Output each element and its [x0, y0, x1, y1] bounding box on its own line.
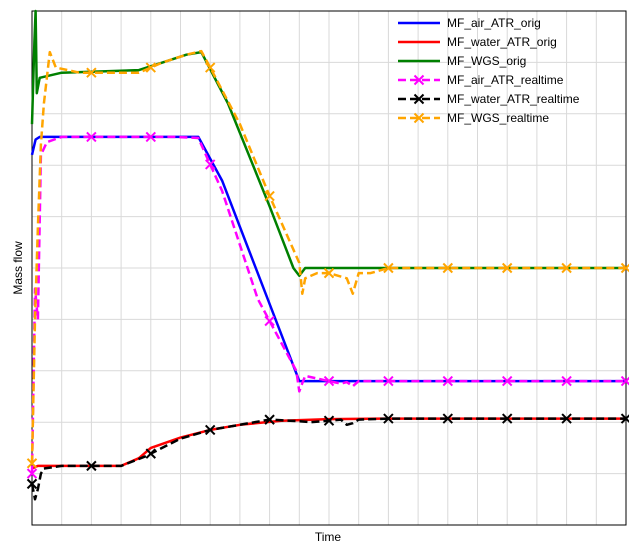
- series-marker-mf-water-atr-realtime: [383, 413, 394, 424]
- series-marker-mf-air-atr-realtime: [442, 375, 454, 387]
- series-marker-mf-wgs-realtime: [26, 458, 38, 469]
- legend-label-mf-air-atr-orig: MF_air_ATR_orig: [447, 16, 541, 30]
- series-marker-mf-water-atr-realtime: [145, 448, 157, 459]
- series-marker-mf-water-atr-realtime: [323, 415, 335, 426]
- legend-label-mf-water-atr-orig: MF_water_ATR_orig: [447, 35, 557, 49]
- series-marker-mf-wgs-realtime: [145, 62, 157, 73]
- series-line-mf-air-atr-realtime: [30, 135, 626, 474]
- series-line-mf-wgs-realtime: [30, 49, 626, 464]
- y-axis-label: Mass flow: [11, 241, 25, 295]
- series-marker-mf-water-atr-realtime: [26, 478, 38, 490]
- series-marker-mf-water-atr-realtime: [561, 413, 572, 424]
- series-marker-mf-wgs-realtime: [620, 262, 629, 274]
- x-axis-label: Time: [315, 530, 342, 544]
- series-marker-mf-air-atr-realtime: [383, 375, 394, 387]
- legend-marker-mf-air-atr-realtime: [413, 74, 425, 86]
- series-marker-mf-wgs-realtime: [383, 262, 394, 274]
- series-marker-mf-water-atr-realtime: [620, 413, 629, 424]
- legend-label-mf-wgs-realtime: MF_WGS_realtime: [447, 111, 549, 125]
- series-marker-mf-air-atr-realtime: [561, 375, 572, 387]
- legend-label-mf-air-atr-realtime: MF_air_ATR_realtime: [447, 73, 564, 87]
- series-marker-mf-water-atr-realtime: [442, 413, 454, 424]
- series-marker-mf-water-atr-realtime: [204, 424, 216, 436]
- series-marker-mf-air-atr-realtime: [501, 375, 513, 387]
- series-marker-mf-wgs-realtime: [501, 262, 513, 274]
- series-marker-mf-air-atr-realtime: [620, 375, 629, 387]
- series-marker-mf-water-atr-realtime: [501, 413, 513, 424]
- legend-label-mf-wgs-orig: MF_WGS_orig: [447, 54, 526, 68]
- legend-label-mf-water-atr-realtime: MF_water_ATR_realtime: [447, 92, 580, 106]
- series-marker-mf-water-atr-realtime: [86, 460, 97, 472]
- series-marker-mf-wgs-realtime: [86, 67, 97, 78]
- series-marker-mf-air-atr-realtime: [26, 468, 38, 479]
- series-marker-mf-air-atr-realtime: [264, 315, 275, 327]
- series-marker-mf-water-atr-realtime: [264, 414, 275, 425]
- series-group: [26, 9, 629, 501]
- series-marker-mf-wgs-realtime: [561, 262, 572, 274]
- legend: MF_air_ATR_orig MF_water_ATR_orig MF_WGS_o…: [398, 16, 580, 125]
- series-marker-mf-wgs-realtime: [264, 190, 275, 202]
- series-marker-mf-wgs-realtime: [323, 267, 335, 279]
- series-marker-mf-wgs-realtime: [442, 262, 454, 274]
- series-marker-mf-air-atr-realtime: [204, 159, 216, 170]
- legend-marker-mf-wgs-realtime: [413, 112, 425, 124]
- series-marker-mf-wgs-realtime: [204, 62, 216, 73]
- legend-marker-mf-water-atr-realtime: [413, 93, 425, 105]
- series-marker-mf-air-atr-realtime: [86, 131, 97, 143]
- series-marker-mf-air-atr-realtime: [323, 375, 335, 387]
- series-marker-mf-air-atr-realtime: [145, 131, 157, 143]
